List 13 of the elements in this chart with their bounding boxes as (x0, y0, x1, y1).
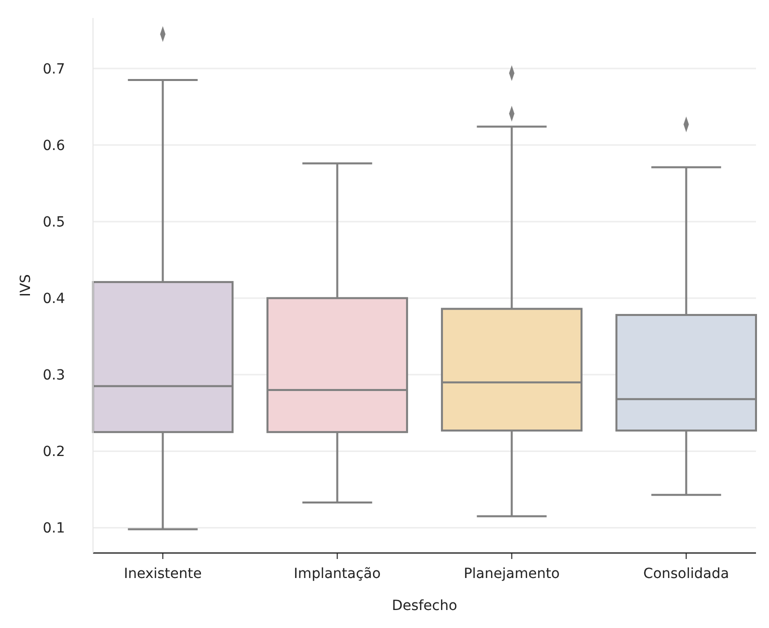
y-tick-label: 0.5 (42, 214, 65, 230)
x-tick-label: Planejamento (464, 566, 560, 582)
y-tick-label: 0.1 (42, 520, 65, 537)
y-axis-title: IVS (18, 274, 34, 297)
y-tick-label: 0.2 (42, 444, 65, 460)
x-tick-label: Inexistente (124, 566, 202, 582)
x-axis-title: Desfecho (392, 598, 458, 614)
y-tick-label: 0.7 (42, 61, 65, 78)
y-tick-label: 0.6 (42, 138, 66, 154)
y-tick-label: 0.3 (42, 368, 65, 384)
x-tick-label: Consolidada (643, 566, 730, 582)
x-tick-label: Implantação (294, 566, 381, 582)
y-tick-label: 0.4 (42, 291, 66, 308)
